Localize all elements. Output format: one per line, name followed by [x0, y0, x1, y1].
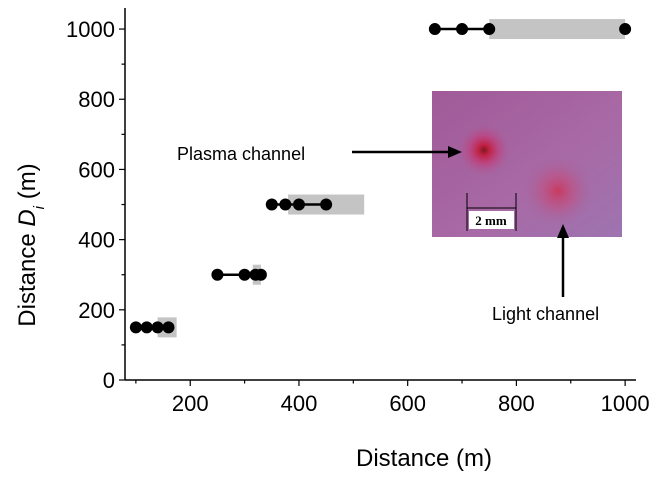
data-point [162, 321, 175, 334]
data-point [279, 198, 292, 211]
y-tick-label: 600 [78, 157, 115, 182]
data-point [428, 23, 441, 36]
x-axis-title: Distance (m) [356, 445, 492, 472]
y-tick-label: 400 [78, 228, 115, 253]
annotation-light: Light channel [492, 224, 599, 324]
data-point [619, 23, 632, 36]
axes: 200 400 600 800 1000 0 200 400 600 800 1000 [66, 8, 650, 416]
inset-photo: 2 mm [432, 91, 622, 237]
x-tick-label: 400 [281, 391, 318, 416]
light-spot [522, 155, 594, 227]
data-point [129, 321, 142, 334]
y-axis-title: Distance Di (m) [14, 163, 48, 326]
data-point [238, 268, 251, 281]
scale-bar: 2 mm [466, 193, 517, 231]
data-point [292, 198, 305, 211]
data-point [151, 321, 164, 334]
plasma-channel-label: Plasma channel [177, 144, 305, 164]
y-tick-label: 200 [78, 298, 115, 323]
y-tick-label: 800 [78, 87, 115, 112]
y-tick-label: 0 [103, 368, 115, 393]
data-point [265, 198, 278, 211]
data-point [320, 198, 333, 211]
x-tick-label: 600 [389, 391, 426, 416]
plasma-arrowhead [448, 146, 462, 158]
light-channel-label: Light channel [492, 304, 599, 324]
light-arrowhead [557, 224, 569, 238]
y-tick-label: 1000 [66, 17, 115, 42]
data-point [140, 321, 153, 334]
data-series [129, 23, 632, 334]
x-tick-label: 1000 [601, 391, 650, 416]
data-point [254, 268, 267, 281]
plasma-spot [456, 122, 512, 178]
scale-label: 2 mm [475, 213, 507, 228]
data-point [211, 268, 224, 281]
data-point [483, 23, 496, 36]
x-tick-label: 200 [172, 391, 209, 416]
range-bar [489, 19, 626, 40]
x-tick-label: 800 [498, 391, 535, 416]
annotation-plasma: Plasma channel [177, 144, 462, 164]
data-point [456, 23, 469, 36]
